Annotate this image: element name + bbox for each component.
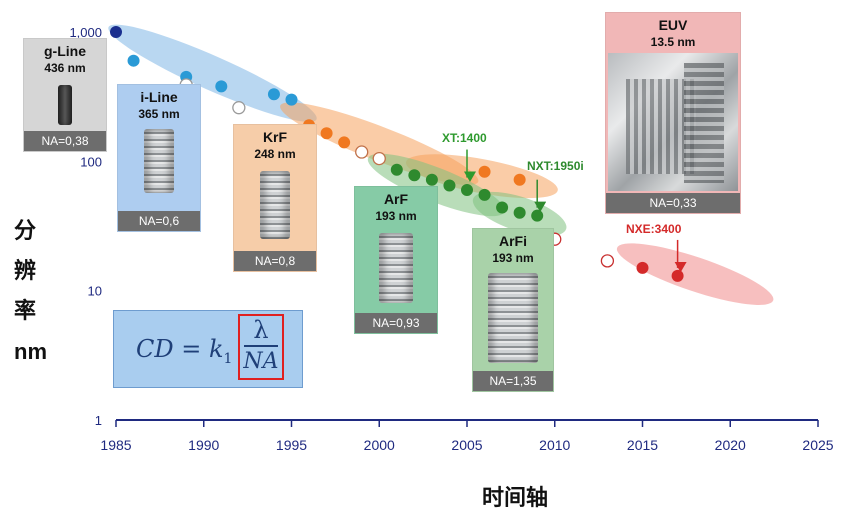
data-point xyxy=(285,93,298,106)
data-point xyxy=(513,206,526,219)
lens-image xyxy=(58,85,72,125)
data-point xyxy=(390,163,403,176)
card-euv: EUV 13.5 nm NA=0,33 xyxy=(605,12,741,214)
card-na: NA=0,38 xyxy=(24,131,106,151)
annotation-nxe3400: NXE:3400 xyxy=(626,222,682,236)
data-point xyxy=(636,261,649,274)
data-point xyxy=(443,179,456,192)
data-point xyxy=(600,254,615,268)
card-title: KrF xyxy=(262,129,288,145)
data-point xyxy=(513,173,526,186)
card-wavelength: 365 nm xyxy=(138,107,180,121)
card-na: NA=0,33 xyxy=(606,193,740,213)
data-point xyxy=(338,136,351,149)
data-point xyxy=(496,201,509,214)
x-tick-label: 1990 xyxy=(188,437,219,453)
card-arfi: ArFi 193 nm NA=1,35 xyxy=(472,228,554,392)
data-point xyxy=(372,151,386,166)
data-point xyxy=(110,26,122,38)
data-point xyxy=(408,169,421,182)
formula-denominator: NA xyxy=(243,349,279,374)
y-label-char-1: 分 xyxy=(14,219,37,244)
x-axis-label: 时间轴 xyxy=(482,485,548,511)
group-ellipse-1 xyxy=(108,24,317,122)
y-label-char-3: 率 xyxy=(14,299,37,324)
y-tick-label: 1 xyxy=(95,413,102,428)
card-wavelength: 193 nm xyxy=(492,251,534,265)
formula-numerator: λ xyxy=(253,316,269,344)
data-point xyxy=(355,145,369,159)
y-label-unit: nm xyxy=(14,339,47,364)
formula-lhs: CD = k1 xyxy=(136,335,232,367)
data-point xyxy=(215,80,228,93)
annotation-xt1400: XT:1400 xyxy=(442,131,487,145)
formula-fraction-bar xyxy=(244,345,278,347)
data-point xyxy=(127,54,140,67)
x-tick-label: 1995 xyxy=(276,437,307,453)
formula-lhs-text: CD = k xyxy=(136,335,224,363)
x-tick-label: 2000 xyxy=(364,437,395,453)
y-ticks: 1,000 100 10 1 xyxy=(69,25,102,428)
lens-image xyxy=(379,233,413,303)
data-point xyxy=(320,127,333,140)
data-point xyxy=(478,188,491,201)
group-ellipse-6 xyxy=(616,243,774,305)
lens-image xyxy=(144,129,174,193)
formula-subscript: 1 xyxy=(223,350,233,367)
data-point xyxy=(531,209,544,222)
card-arf: ArF 193 nm NA=0,93 xyxy=(354,186,438,334)
arrows-layer xyxy=(464,149,687,273)
x-tick-label: 2005 xyxy=(451,437,482,453)
card-g-line: g-Line 436 nm NA=0,38 xyxy=(23,38,107,152)
y-tick-label: 100 xyxy=(80,154,102,169)
annotation-nxt1950i: NXT:1950i xyxy=(527,159,584,173)
card-krf: KrF 248 nm NA=0,8 xyxy=(233,124,317,272)
x-ticks: 1985 1990 1995 2000 2005 2010 2015 2020 2025 xyxy=(100,420,834,453)
card-na: NA=0,93 xyxy=(355,313,437,333)
card-wavelength: 248 nm xyxy=(254,147,296,161)
euv-machine-image xyxy=(608,53,738,191)
y-axis-label: 分 辨 率 nm xyxy=(14,212,60,372)
y-tick-label: 10 xyxy=(88,284,102,299)
card-na: NA=0,8 xyxy=(234,251,316,271)
x-tick-label: 2025 xyxy=(802,437,833,453)
formula-fraction-highlight: λ NA xyxy=(238,314,284,380)
y-label-char-2: 辨 xyxy=(14,259,37,284)
data-point xyxy=(478,165,491,178)
card-wavelength: 13.5 nm xyxy=(650,35,696,49)
card-title: ArF xyxy=(383,191,409,207)
card-title: ArFi xyxy=(499,233,527,249)
data-point xyxy=(461,184,473,197)
data-point xyxy=(425,173,438,186)
lens-image xyxy=(488,273,538,363)
y-tick-label: 1,000 xyxy=(69,25,102,40)
card-title: EUV xyxy=(658,17,688,33)
card-wavelength: 436 nm xyxy=(44,61,86,75)
card-title: i-Line xyxy=(140,89,178,105)
data-point xyxy=(267,88,280,101)
resolution-formula: CD = k1 λ NA xyxy=(113,310,303,388)
card-na: NA=0,6 xyxy=(118,211,200,231)
data-point xyxy=(232,101,246,115)
lens-image xyxy=(260,171,290,239)
card-title: g-Line xyxy=(44,43,86,59)
card-i-line: i-Line 365 nm NA=0,6 xyxy=(117,84,201,232)
card-wavelength: 193 nm xyxy=(375,209,417,223)
x-tick-label: 2010 xyxy=(539,437,570,453)
x-tick-label: 2020 xyxy=(715,437,746,453)
x-tick-label: 2015 xyxy=(627,437,658,453)
x-tick-label: 1985 xyxy=(100,437,131,453)
card-na: NA=1,35 xyxy=(473,371,553,391)
data-point xyxy=(671,269,684,282)
